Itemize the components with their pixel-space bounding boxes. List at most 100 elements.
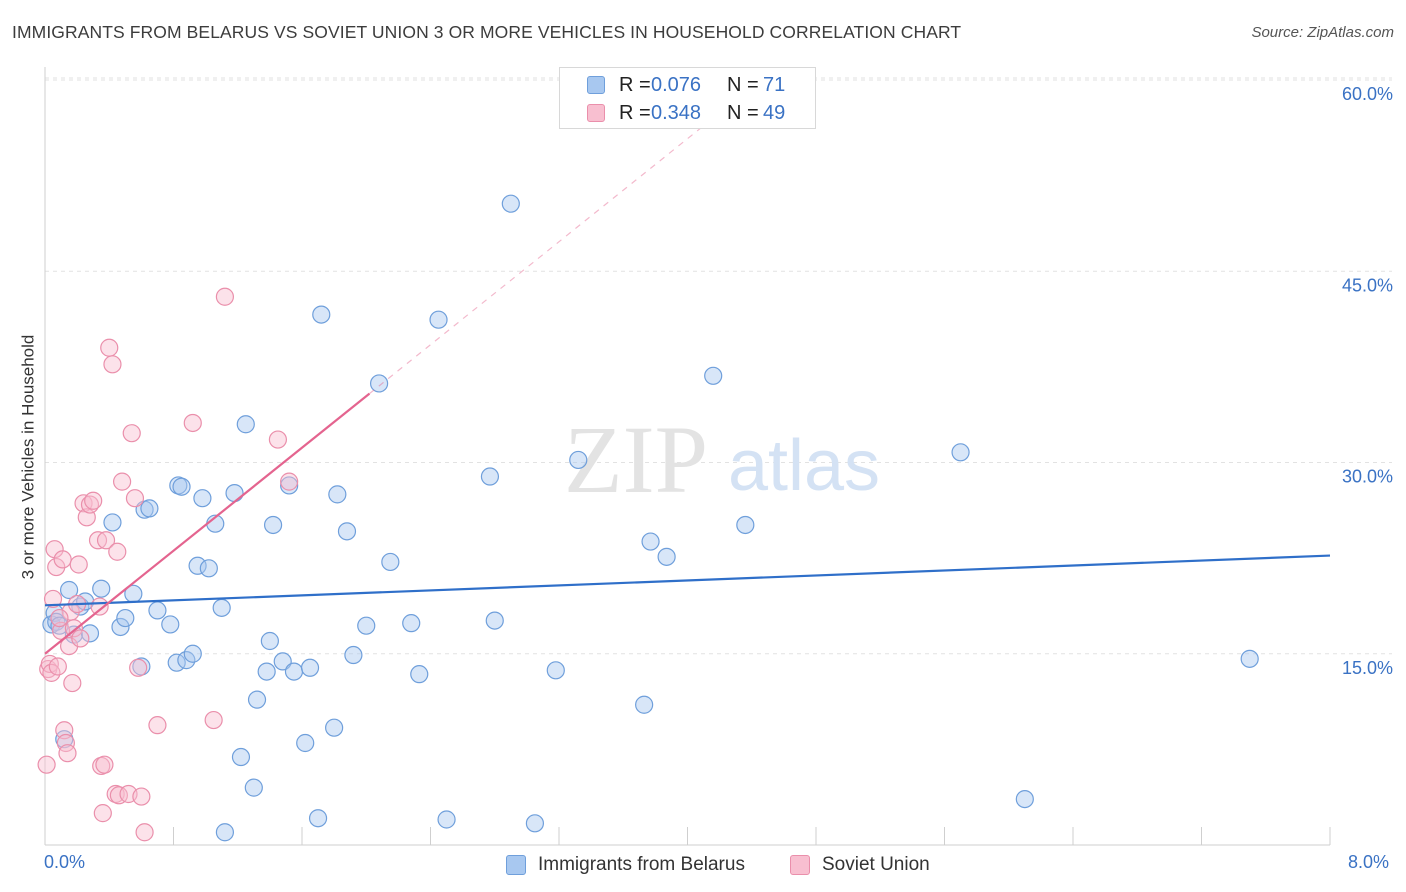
point-belarus-17 (140, 499, 159, 518)
point-belarus-35 (247, 690, 267, 709)
point-belarus-46 (325, 718, 344, 737)
chart-title: IMMIGRANTS FROM BELARUS VS SOVIET UNION … (12, 22, 962, 42)
r-label: R = (619, 73, 651, 96)
point-belarus-19 (161, 615, 180, 634)
point-belarus-48 (337, 522, 357, 541)
stats-row-soviet: R = 0.348 N = 49 (560, 100, 785, 126)
point-soviet-7 (48, 657, 67, 676)
axis-layer (44, 67, 1331, 846)
y-tick-label-30: 30.0% (1342, 467, 1393, 487)
point-belarus-51 (370, 374, 389, 393)
point-belarus-27 (199, 559, 218, 578)
point-soviet-19 (71, 629, 90, 648)
y-tick-label-60: 60.0% (1342, 84, 1393, 104)
point-soviet-4 (43, 589, 63, 609)
point-belarus-55 (429, 310, 448, 329)
point-belarus-41 (284, 662, 304, 681)
point-soviet-42 (183, 413, 202, 433)
point-soviet-34 (112, 472, 132, 491)
watermark: ZIP atlas (564, 406, 880, 513)
trend-extension-soviet (369, 112, 721, 395)
x-axis-min-label: 0.0% (44, 852, 86, 872)
point-belarus-25 (188, 556, 207, 575)
point-soviet-33 (109, 786, 128, 805)
point-belarus-65 (657, 547, 676, 566)
point-soviet-47 (108, 542, 127, 561)
point-soviet-43 (204, 710, 223, 730)
point-soviet-44 (215, 287, 234, 306)
point-belarus-9 (80, 624, 100, 643)
point-belarus-37 (260, 631, 279, 651)
trend-layer (44, 112, 1331, 655)
legend-item-belarus[interactable]: Immigrants from Belarus (506, 851, 745, 879)
point-belarus-12 (111, 617, 130, 637)
point-soviet-39 (132, 787, 151, 806)
point-soviet-45 (268, 430, 288, 449)
point-belarus-32 (231, 747, 251, 767)
point-belarus-36 (257, 662, 276, 681)
point-soviet-18 (69, 555, 88, 574)
point-belarus-30 (215, 823, 234, 842)
point-belarus-29 (212, 598, 231, 617)
watermark-zip: ZIP (564, 406, 708, 513)
point-soviet-48 (50, 608, 69, 628)
point-belarus-67 (736, 515, 755, 535)
point-belarus-58 (485, 611, 504, 630)
y-axis-label: 3 or more Vehicles in Household (18, 334, 37, 580)
series-legend: Immigrants from Belarus Soviet Union (0, 851, 1406, 879)
point-belarus-59 (501, 194, 520, 213)
point-belarus-54 (410, 665, 429, 684)
point-belarus-31 (225, 484, 244, 503)
points-layer (37, 194, 1259, 842)
n-value: 71 (763, 73, 786, 96)
point-belarus-38 (263, 515, 283, 535)
n-value: 49 (763, 101, 786, 124)
x-axis-max-label: 8.0% (1348, 852, 1390, 872)
point-soviet-28 (95, 755, 114, 774)
grid-layer (45, 77, 1392, 655)
point-belarus-13 (116, 608, 135, 628)
point-belarus-52 (381, 552, 400, 572)
legend-swatch-soviet (790, 855, 810, 875)
point-belarus-43 (300, 658, 320, 677)
point-soviet-15 (63, 673, 82, 693)
legend-label-soviet: Soviet Union (822, 854, 930, 875)
legend-label-belarus: Immigrants from Belarus (538, 854, 745, 875)
trend-line-soviet (44, 392, 371, 655)
point-soviet-46 (280, 472, 299, 491)
legend-swatch-belarus (506, 855, 526, 875)
point-belarus-57 (480, 467, 500, 486)
point-soviet-12 (58, 744, 77, 763)
y-tick-labels: 15.0% 30.0% 45.0% 60.0% (1342, 84, 1393, 678)
y-tick-label-15: 15.0% (1342, 658, 1393, 678)
stats-legend: R = 0.076 N = 71 R = 0.348 N = 49 (559, 67, 816, 129)
point-belarus-11 (103, 513, 122, 532)
watermark-atlas: atlas (728, 426, 880, 506)
n-label: N = (727, 73, 759, 96)
point-belarus-69 (1015, 789, 1034, 809)
source-credit: Source: ZipAtlas.com (1251, 24, 1394, 41)
point-belarus-7 (71, 597, 90, 616)
point-soviet-29 (96, 531, 116, 550)
point-belarus-18 (148, 601, 167, 620)
point-belarus-24 (183, 644, 202, 663)
point-belarus-50 (357, 616, 376, 635)
point-belarus-56 (437, 810, 456, 829)
point-soviet-41 (148, 716, 167, 735)
r-value: 0.076 (651, 73, 702, 96)
y-axis-label-wrap: 3 or more Vehicles in Household (16, 312, 40, 602)
legend-item-soviet[interactable]: Soviet Union (790, 851, 930, 879)
point-soviet-37 (125, 489, 145, 508)
point-soviet-9 (53, 550, 72, 569)
point-belarus-26 (193, 489, 212, 508)
r-value: 0.348 (651, 101, 702, 124)
point-belarus-63 (635, 695, 654, 714)
point-soviet-36 (122, 424, 141, 443)
point-soviet-0 (37, 755, 56, 774)
stats-row-belarus: R = 0.076 N = 71 (560, 72, 785, 98)
point-belarus-22 (172, 477, 191, 496)
point-belarus-60 (525, 814, 545, 833)
point-soviet-38 (129, 658, 148, 677)
point-soviet-16 (64, 619, 84, 638)
